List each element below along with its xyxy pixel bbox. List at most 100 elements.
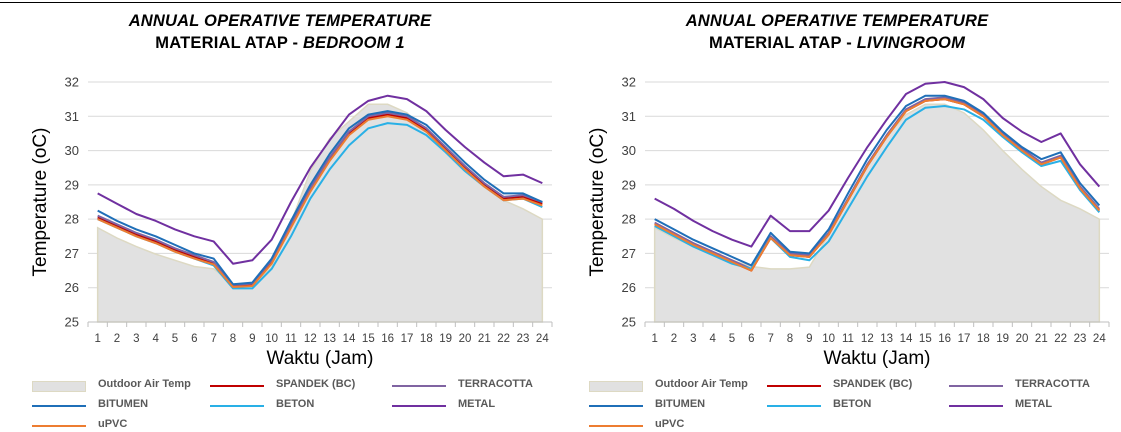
legend-label: uPVC bbox=[98, 418, 128, 430]
x-tick-label: 16 bbox=[381, 333, 394, 345]
x-tick-label: 2 bbox=[114, 333, 120, 345]
y-tick-label: 30 bbox=[65, 143, 79, 158]
x-tick-label: 22 bbox=[497, 333, 510, 345]
y-tick-label: 28 bbox=[622, 212, 636, 227]
x-tick-label: 9 bbox=[249, 333, 255, 345]
chart-title-line1: ANNUAL OPERATIVE TEMPERATURE bbox=[128, 12, 432, 30]
y-tick-label: 30 bbox=[622, 143, 636, 158]
x-tick-label: 21 bbox=[478, 333, 491, 345]
legend-swatch bbox=[210, 385, 264, 387]
y-tick-label: 28 bbox=[65, 212, 79, 227]
y-tick-label: 26 bbox=[622, 280, 636, 295]
legend-label: Outdoor Air Temp bbox=[98, 378, 191, 390]
y-axis-title: Temperature (oC) bbox=[30, 128, 51, 277]
x-tick-label: 7 bbox=[210, 333, 216, 345]
x-tick-label: 14 bbox=[343, 333, 356, 345]
x-tick-label: 4 bbox=[152, 333, 159, 345]
y-tick-label: 31 bbox=[622, 109, 636, 124]
legend-label: METAL bbox=[1015, 398, 1053, 410]
chart-title-line2-prefix: MATERIAL ATAP - bbox=[708, 34, 857, 52]
y-axis-title: Temperature (oC) bbox=[587, 128, 608, 277]
x-tick-label: 6 bbox=[191, 333, 197, 345]
legend-label: BETON bbox=[276, 398, 315, 410]
x-tick-label: 10 bbox=[265, 333, 278, 345]
chart-title-line2: MATERIAL ATAP - LIVINGROOM bbox=[557, 34, 1117, 53]
x-tick-label: 18 bbox=[420, 333, 433, 345]
x-tick-label: 19 bbox=[439, 333, 452, 345]
x-tick-label: 10 bbox=[822, 333, 835, 345]
chart-title-line2-prefix: MATERIAL ATAP - bbox=[155, 34, 303, 52]
series-bitumen-line bbox=[97, 110, 543, 286]
y-tick-label: 31 bbox=[65, 109, 79, 124]
legend-label: BITUMEN bbox=[655, 398, 706, 410]
x-tick-label: 11 bbox=[842, 333, 854, 345]
legend-label: TERRACOTTA bbox=[1015, 378, 1090, 390]
x-tick-label: 19 bbox=[996, 333, 1009, 345]
y-tick-label: 32 bbox=[65, 75, 79, 90]
legend-swatch bbox=[210, 405, 264, 407]
y-tick-label: 26 bbox=[65, 280, 79, 295]
legend-label: SPANDEK (BC) bbox=[276, 378, 356, 390]
x-tick-label: 3 bbox=[133, 333, 139, 345]
x-tick-label: 24 bbox=[536, 333, 549, 345]
x-tick-label: 12 bbox=[304, 333, 317, 345]
legend-label: Outdoor Air Temp bbox=[655, 378, 748, 390]
x-tick-label: 5 bbox=[729, 333, 735, 345]
x-tick-label: 17 bbox=[958, 333, 971, 345]
x-tick-label: 17 bbox=[401, 333, 414, 345]
legend-swatch bbox=[589, 425, 643, 427]
legend-swatch bbox=[949, 405, 1003, 407]
x-tick-label: 23 bbox=[517, 333, 530, 345]
x-tick-label: 6 bbox=[748, 333, 754, 345]
x-tick-label: 20 bbox=[1016, 333, 1029, 345]
y-tick-label: 29 bbox=[622, 177, 636, 192]
x-tick-label: 8 bbox=[230, 333, 236, 345]
series-bitumen-line bbox=[654, 94, 1101, 267]
legend-swatch bbox=[589, 405, 643, 407]
x-tick-label: 9 bbox=[806, 333, 812, 345]
x-tick-label: 23 bbox=[1074, 333, 1087, 345]
x-tick-label: 13 bbox=[323, 333, 336, 345]
legend-label: SPANDEK (BC) bbox=[833, 378, 913, 390]
x-tick-label: 14 bbox=[900, 333, 913, 345]
legend-swatch bbox=[32, 425, 86, 427]
x-tick-label: 5 bbox=[172, 333, 178, 345]
legend-swatch bbox=[32, 381, 86, 392]
chart-title-line2: MATERIAL ATAP - BEDROOM 1 bbox=[0, 34, 560, 53]
chart-title-line1: ANNUAL OPERATIVE TEMPERATURE bbox=[685, 12, 989, 30]
x-tick-label: 3 bbox=[690, 333, 696, 345]
x-tick-label: 15 bbox=[919, 333, 932, 345]
x-tick-label: 18 bbox=[977, 333, 990, 345]
top-border-rule bbox=[0, 2, 1121, 3]
y-tick-label: 25 bbox=[622, 315, 636, 330]
x-axis-title: Waktu (Jam) bbox=[267, 348, 374, 369]
x-tick-label: 7 bbox=[767, 333, 773, 345]
y-tick-label: 29 bbox=[65, 177, 79, 192]
x-tick-label: 1 bbox=[651, 333, 657, 345]
legend-swatch bbox=[949, 385, 1003, 387]
y-tick-label: 32 bbox=[622, 75, 636, 90]
x-tick-label: 8 bbox=[787, 333, 793, 345]
legend-label: BETON bbox=[833, 398, 872, 410]
chart-panel-livingroom: ANNUAL OPERATIVE TEMPERATURE MATERIAL AT… bbox=[557, 0, 1117, 432]
x-tick-label: 15 bbox=[362, 333, 375, 345]
x-tick-label: 21 bbox=[1035, 333, 1048, 345]
x-axis-title: Waktu (Jam) bbox=[824, 348, 931, 369]
chart-title-line2-room: LIVINGROOM bbox=[856, 34, 966, 52]
x-tick-label: 13 bbox=[880, 333, 893, 345]
legend-swatch bbox=[767, 405, 821, 407]
legend-label: TERRACOTTA bbox=[458, 378, 533, 390]
legend-swatch bbox=[767, 385, 821, 387]
y-tick-label: 27 bbox=[622, 246, 636, 261]
x-tick-label: 2 bbox=[671, 333, 677, 345]
legend-swatch bbox=[392, 405, 446, 407]
series-terracotta-line bbox=[97, 111, 543, 286]
chart-title-line2-room: BEDROOM 1 bbox=[303, 34, 405, 52]
legend-label: uPVC bbox=[655, 418, 685, 430]
legend-label: BITUMEN bbox=[98, 398, 149, 410]
x-tick-label: 20 bbox=[459, 333, 472, 345]
legend-swatch bbox=[392, 385, 446, 387]
legend-swatch bbox=[32, 405, 86, 407]
x-tick-label: 11 bbox=[285, 333, 297, 345]
